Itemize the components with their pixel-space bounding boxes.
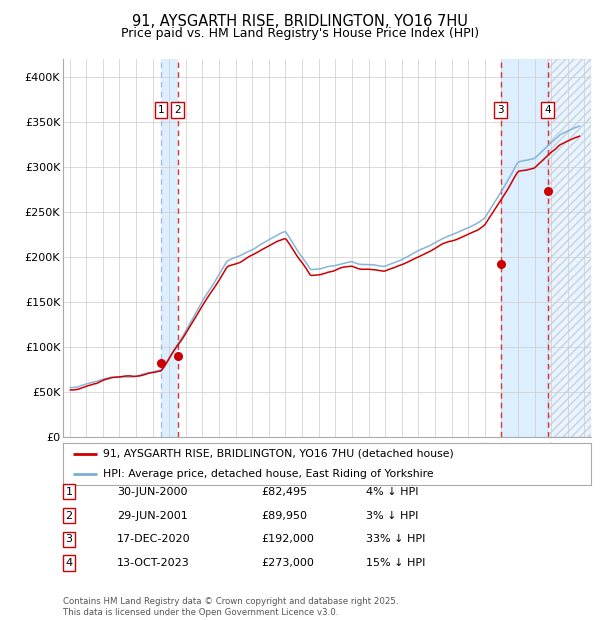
Text: 3% ↓ HPI: 3% ↓ HPI [366,510,418,521]
Text: 91, AYSGARTH RISE, BRIDLINGTON, YO16 7HU: 91, AYSGARTH RISE, BRIDLINGTON, YO16 7HU [132,14,468,29]
Text: Contains HM Land Registry data © Crown copyright and database right 2025.
This d: Contains HM Land Registry data © Crown c… [63,598,398,617]
Text: 3: 3 [497,105,504,115]
Text: £89,950: £89,950 [261,510,307,521]
Text: 4: 4 [544,105,551,115]
Text: 4: 4 [65,558,73,569]
Text: 30-JUN-2000: 30-JUN-2000 [117,487,187,497]
Text: 2: 2 [174,105,181,115]
Text: 2: 2 [65,510,73,521]
Text: 17-DEC-2020: 17-DEC-2020 [117,534,191,544]
Text: £82,495: £82,495 [261,487,307,497]
Text: 3: 3 [65,534,73,544]
Text: 15% ↓ HPI: 15% ↓ HPI [366,558,425,569]
Text: £192,000: £192,000 [261,534,314,544]
Text: £273,000: £273,000 [261,558,314,569]
Text: 13-OCT-2023: 13-OCT-2023 [117,558,190,569]
Bar [548,59,591,437]
Text: 4% ↓ HPI: 4% ↓ HPI [366,487,419,497]
Bar [500,59,548,437]
Text: 1: 1 [65,487,73,497]
Text: 29-JUN-2001: 29-JUN-2001 [117,510,188,521]
Text: 91, AYSGARTH RISE, BRIDLINGTON, YO16 7HU (detached house): 91, AYSGARTH RISE, BRIDLINGTON, YO16 7HU… [103,449,454,459]
Text: Price paid vs. HM Land Registry's House Price Index (HPI): Price paid vs. HM Land Registry's House … [121,27,479,40]
Bar [161,59,178,437]
Text: 33% ↓ HPI: 33% ↓ HPI [366,534,425,544]
Text: 1: 1 [158,105,164,115]
Text: HPI: Average price, detached house, East Riding of Yorkshire: HPI: Average price, detached house, East… [103,469,433,479]
